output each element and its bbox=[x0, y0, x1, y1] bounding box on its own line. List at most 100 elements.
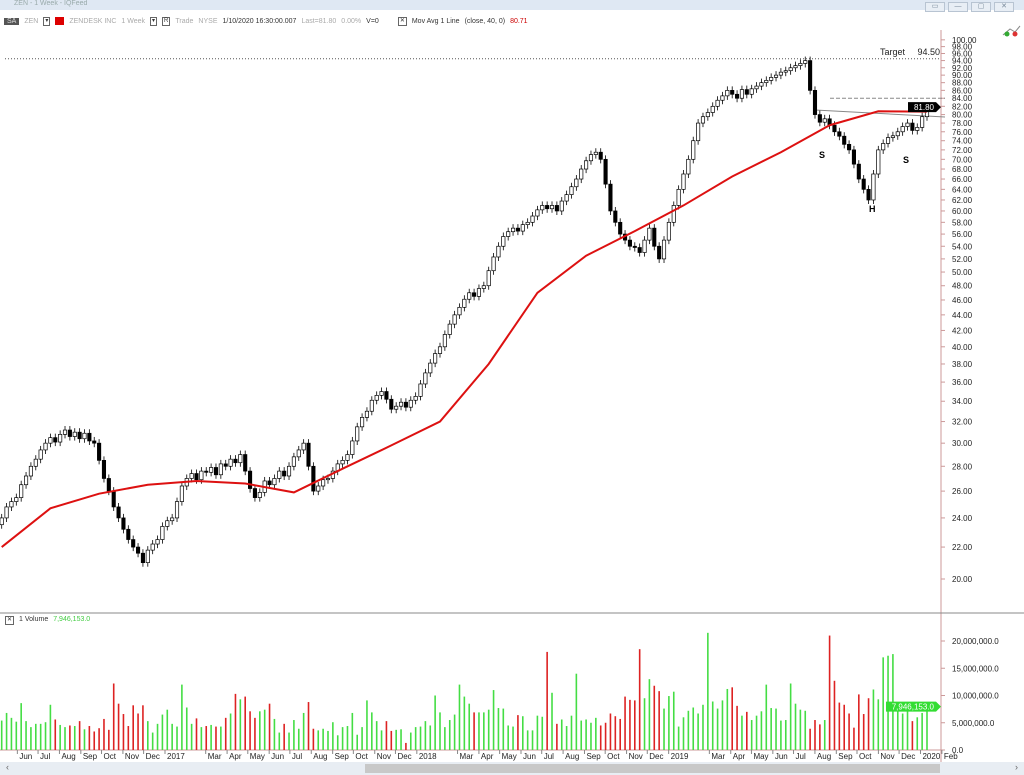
month-label: Mar bbox=[208, 752, 222, 761]
candle bbox=[43, 442, 48, 451]
candle bbox=[569, 186, 574, 195]
candle bbox=[476, 288, 482, 297]
restore-panel-button[interactable]: ▭ bbox=[925, 2, 945, 12]
month-label: Jul bbox=[544, 752, 554, 761]
close-indicator-icon[interactable]: ✕ bbox=[397, 16, 407, 26]
candle bbox=[725, 90, 730, 97]
candle bbox=[871, 173, 876, 201]
candle bbox=[598, 151, 603, 160]
price-tag: 81.80 bbox=[908, 102, 941, 113]
close-volume-icon[interactable]: ✕ bbox=[5, 616, 15, 625]
candle bbox=[364, 410, 370, 418]
month-label: Dec bbox=[397, 752, 411, 761]
candle bbox=[579, 168, 584, 180]
month-label: May bbox=[250, 752, 265, 761]
candle bbox=[647, 227, 652, 241]
close-button[interactable]: ✕ bbox=[994, 2, 1014, 12]
candle bbox=[759, 82, 764, 87]
candle bbox=[739, 89, 744, 99]
candle bbox=[136, 546, 141, 554]
horizontal-scrollbar[interactable]: ‹ › bbox=[0, 762, 1024, 775]
chart-style-icon[interactable] bbox=[1002, 25, 1021, 37]
candle bbox=[321, 479, 326, 487]
scroll-right-icon[interactable]: › bbox=[1015, 762, 1018, 772]
month-label: Jun bbox=[271, 752, 284, 761]
price-tick-label: 58.00 bbox=[952, 218, 973, 227]
candle bbox=[408, 399, 413, 408]
month-label: Sep bbox=[335, 752, 350, 761]
candle bbox=[671, 205, 676, 223]
price-tag-text: 81.80 bbox=[914, 103, 935, 112]
neckline[interactable] bbox=[814, 109, 946, 118]
volume-legend: ✕ 1 Volume 7,946,153.0 bbox=[5, 616, 90, 625]
scrollbar-thumb[interactable] bbox=[365, 764, 940, 773]
candle bbox=[861, 178, 866, 190]
candle bbox=[223, 463, 228, 467]
month-label: Dec bbox=[901, 752, 915, 761]
candle bbox=[754, 85, 759, 90]
candle bbox=[233, 458, 238, 464]
candle bbox=[627, 239, 632, 247]
volume-tick-label: 0.0 bbox=[952, 746, 964, 755]
candle bbox=[106, 478, 111, 492]
candle bbox=[642, 239, 647, 253]
maximize-button[interactable]: ▢ bbox=[971, 2, 991, 12]
color-swatch[interactable] bbox=[55, 17, 65, 25]
r-menu[interactable]: R bbox=[162, 16, 171, 26]
candle bbox=[588, 154, 594, 162]
indicator-value: 80.71 bbox=[510, 17, 528, 25]
month-label: Aug bbox=[61, 752, 75, 761]
candle bbox=[257, 492, 262, 498]
datetime: 1/10/2020 16:30:00.007 bbox=[222, 17, 297, 25]
candle bbox=[491, 256, 496, 272]
scroll-left-icon[interactable]: ‹ bbox=[6, 762, 9, 772]
price-tick-label: 42.00 bbox=[952, 326, 973, 335]
candle bbox=[48, 437, 53, 444]
price-tick-label: 82.00 bbox=[952, 102, 973, 111]
candle bbox=[515, 227, 520, 232]
month-label: Sep bbox=[586, 752, 601, 761]
candle bbox=[462, 298, 467, 308]
candle bbox=[467, 292, 472, 300]
exchange: NYSE bbox=[198, 17, 218, 25]
period-dropdown[interactable]: ▾ bbox=[150, 16, 158, 26]
candle bbox=[126, 528, 131, 540]
candle bbox=[252, 488, 257, 498]
candle bbox=[608, 183, 613, 212]
change: 0.00% bbox=[341, 17, 362, 25]
price-tick-label: 44.00 bbox=[952, 311, 973, 320]
candle bbox=[77, 431, 82, 440]
candle bbox=[311, 465, 316, 492]
minimize-button[interactable]: — bbox=[948, 2, 968, 12]
shoulder-left-label: S bbox=[819, 150, 825, 160]
candle bbox=[783, 70, 788, 73]
volume-tag: 7,946,153.0 bbox=[886, 701, 941, 712]
candle bbox=[691, 140, 696, 160]
candle bbox=[145, 549, 150, 564]
price-tick-label: 78.00 bbox=[952, 119, 973, 128]
candle bbox=[53, 437, 58, 443]
candle bbox=[389, 398, 394, 410]
sa-badge[interactable]: SA bbox=[4, 17, 20, 25]
candle bbox=[905, 122, 910, 127]
volume-value: 7,946,153.0 bbox=[53, 616, 91, 623]
candle bbox=[14, 497, 19, 502]
symbol-dropdown[interactable]: ▾ bbox=[43, 16, 51, 26]
candle bbox=[881, 143, 886, 151]
candle bbox=[520, 224, 525, 232]
candle bbox=[291, 456, 296, 467]
candle bbox=[437, 346, 443, 354]
month-label: Aug bbox=[817, 752, 831, 761]
candle bbox=[700, 116, 706, 124]
price-tick-label: 52.00 bbox=[952, 255, 973, 264]
window-controls: ▭ — ▢ ✕ bbox=[925, 2, 1014, 12]
month-label: Jul bbox=[292, 752, 302, 761]
candle bbox=[851, 149, 857, 165]
month-label: Nov bbox=[629, 752, 643, 761]
candle bbox=[715, 99, 720, 107]
candle bbox=[82, 432, 87, 440]
candle bbox=[374, 395, 379, 401]
candle bbox=[501, 236, 506, 247]
candle bbox=[204, 470, 209, 473]
